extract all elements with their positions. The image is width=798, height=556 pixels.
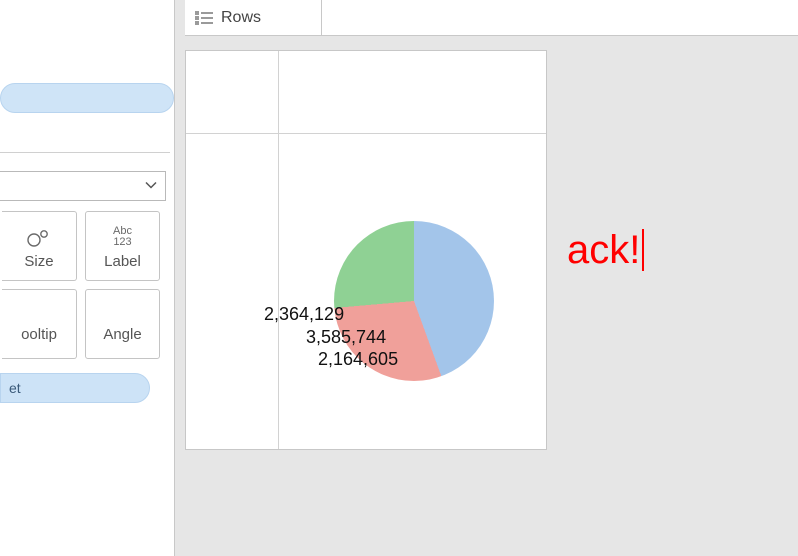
marks-angle-card[interactable]: Angle <box>85 289 160 359</box>
rows-icon <box>195 11 213 25</box>
chart-panel: 2,364,129 3,585,744 2,164,605 <box>185 50 547 450</box>
marks-tooltip-card[interactable]: ooltip <box>2 289 77 359</box>
marks-size-card[interactable]: Size <box>2 211 77 281</box>
chevron-down-icon <box>145 179 157 193</box>
marks-tooltip-label: ooltip <box>21 326 57 343</box>
marks-label-card[interactable]: Abc123 Label <box>85 211 160 281</box>
pie-label-1: 3,585,744 <box>264 326 398 349</box>
marks-sidebar: Size Abc123 Label ooltip Angle et <box>0 0 175 556</box>
text-cursor <box>642 229 644 271</box>
annotation-text: ack! <box>567 228 644 273</box>
marks-type-dropdown[interactable] <box>0 171 166 201</box>
marks-size-label: Size <box>24 253 53 270</box>
worksheet-area: Rows 2,364,129 3,585,744 2,164,605 ack! <box>175 0 798 556</box>
marks-angle-label: Angle <box>103 326 141 343</box>
pie-label-0: 2,364,129 <box>264 303 398 326</box>
size-icon <box>26 223 52 251</box>
rows-shelf[interactable]: Rows <box>185 0 798 36</box>
pie-value-labels: 2,364,129 3,585,744 2,164,605 <box>264 303 398 371</box>
marks-card-grid: Size Abc123 Label ooltip Angle <box>0 211 174 359</box>
annotation-text-value: ack! <box>567 228 640 273</box>
grid-line-horizontal <box>186 133 546 134</box>
field-pill[interactable]: et <box>0 373 150 403</box>
shelf-pill[interactable] <box>0 83 174 113</box>
label-icon: Abc123 <box>113 223 132 251</box>
rows-shelf-label: Rows <box>221 9 261 27</box>
pie-label-2: 2,164,605 <box>264 348 398 371</box>
field-pill-label: et <box>9 380 21 396</box>
marks-label-label: Label <box>104 253 141 270</box>
grid-line-vertical <box>278 51 279 449</box>
